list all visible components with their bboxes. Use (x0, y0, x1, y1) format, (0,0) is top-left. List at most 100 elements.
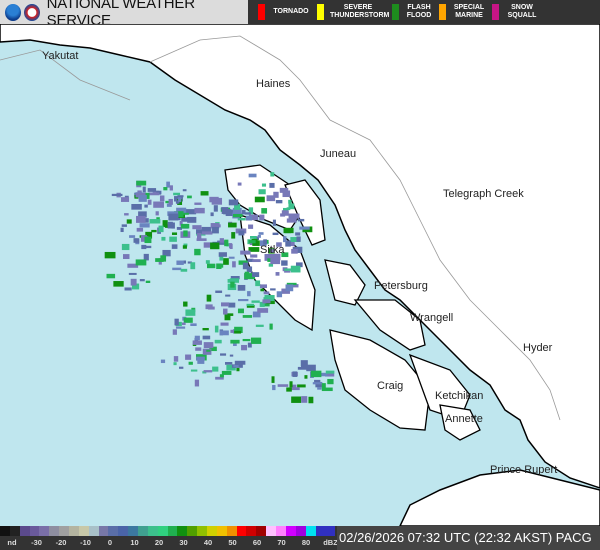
radar-echo (161, 236, 166, 241)
radar-echo (113, 281, 124, 287)
radar-echo (214, 325, 219, 333)
radar-echo (269, 182, 275, 188)
dbz-color-step (266, 526, 277, 536)
radar-echo (187, 261, 192, 264)
radar-echo (289, 381, 293, 388)
warning-flash-flood: FLASH FLOOD (392, 4, 433, 20)
radar-echo (252, 240, 260, 246)
radar-echo (281, 260, 288, 266)
radar-echo (247, 342, 252, 348)
radar-echo (192, 340, 202, 345)
radar-echo (242, 315, 253, 318)
radar-echo (131, 283, 140, 290)
radar-echo (288, 203, 295, 210)
radar-echo (240, 250, 251, 255)
radar-echo (238, 230, 245, 236)
radar-echo (206, 263, 216, 269)
radar-echo (219, 330, 229, 336)
radar-echo (139, 223, 150, 228)
radar-echo (162, 249, 171, 257)
radar-echo (237, 284, 246, 291)
dbz-tick: 80 (301, 538, 311, 547)
dbz-color-step (256, 526, 267, 536)
dbz-color-step (207, 526, 217, 536)
radar-echo (268, 263, 274, 267)
radar-echo (264, 295, 275, 302)
radar-echo (318, 372, 328, 377)
radar-echo (228, 302, 236, 308)
radar-echo (270, 172, 275, 177)
warning-special-marine: SPECIAL MARINE (439, 4, 486, 20)
radar-echo (180, 223, 190, 229)
radar-echo (129, 235, 136, 238)
dbz-color-step (187, 526, 198, 536)
radar-echo (203, 342, 214, 349)
radar-echo (178, 212, 189, 215)
radar-echo (184, 209, 196, 214)
dbz-color-step (236, 526, 247, 536)
radar-echo (304, 375, 308, 379)
radar-echo (283, 236, 287, 243)
city-label: Ketchikan (435, 390, 484, 402)
radar-echo (228, 222, 237, 228)
radar-echo (225, 294, 231, 297)
radar-echo (283, 227, 294, 234)
radar-echo (208, 306, 215, 310)
radar-echo (205, 260, 210, 264)
radar-echo (215, 376, 224, 380)
radar-echo (195, 347, 202, 351)
noaa-logo-icon (5, 3, 21, 21)
radar-echo (128, 272, 137, 275)
radar-echo (202, 327, 209, 331)
radar-map[interactable]: Yakutat Haines Juneau Telegraph Creek Si… (0, 23, 600, 527)
city-label: Juneau (320, 148, 357, 160)
radar-echo (196, 229, 203, 234)
dbz-color-step (157, 526, 168, 536)
radar-echo (176, 260, 184, 265)
warning-snow-squall: SNOW SQUALL (492, 4, 539, 20)
radar-echo (290, 265, 301, 273)
city-label: Telegraph Creek (443, 188, 524, 200)
warning-tornado: TORNADO (258, 4, 311, 20)
radar-echo (233, 365, 239, 368)
radar-echo (296, 236, 301, 242)
snow-squall-swatch (492, 4, 499, 20)
city-label: Petersburg (374, 280, 428, 292)
radar-echo (106, 273, 116, 279)
radar-echo (250, 235, 257, 239)
radar-echo (266, 195, 276, 202)
radar-echo (224, 239, 229, 247)
radar-echo (266, 301, 275, 305)
radar-echo (297, 218, 305, 222)
radar-echo (131, 203, 142, 210)
radar-echo (194, 202, 202, 205)
radar-echo (145, 231, 153, 239)
radar-echo (269, 323, 273, 330)
radar-echo (258, 232, 264, 235)
dbz-color-step (177, 526, 188, 536)
radar-echo (248, 224, 254, 229)
radar-echo (159, 195, 165, 202)
radar-echo (194, 248, 201, 256)
radar-echo (273, 254, 277, 260)
radar-echo (190, 369, 198, 372)
radar-echo (176, 207, 187, 214)
radar-echo (270, 288, 276, 291)
radar-echo (147, 188, 157, 192)
radar-echo (252, 259, 261, 263)
radar-echo (247, 258, 254, 262)
radar-echo (216, 263, 222, 269)
radar-echo (234, 203, 241, 210)
radar-echo (127, 263, 139, 268)
radar-echo (213, 205, 218, 212)
radar-echo (188, 361, 193, 365)
radar-echo (255, 280, 261, 287)
radar-echo (248, 240, 256, 244)
radar-echo (282, 190, 291, 198)
radar-echo (155, 211, 159, 216)
dbz-color-step (49, 526, 60, 536)
dbz-tick: -20 (55, 538, 67, 547)
radar-echo (167, 211, 179, 216)
radar-echo (183, 301, 188, 307)
radar-echo (272, 232, 279, 236)
